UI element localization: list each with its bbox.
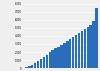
Bar bbox=[69, 39, 72, 68]
Bar bbox=[54, 48, 57, 68]
Bar bbox=[57, 47, 60, 68]
Bar bbox=[34, 63, 36, 68]
Bar bbox=[28, 66, 31, 68]
Bar bbox=[66, 41, 69, 68]
Bar bbox=[72, 37, 74, 68]
Bar bbox=[52, 50, 54, 68]
Bar bbox=[89, 25, 92, 68]
Bar bbox=[81, 31, 83, 68]
Bar bbox=[95, 8, 98, 68]
Bar bbox=[78, 33, 80, 68]
Bar bbox=[92, 21, 95, 68]
Bar bbox=[48, 52, 51, 68]
Bar bbox=[75, 35, 77, 68]
Bar bbox=[25, 67, 28, 68]
Bar bbox=[40, 59, 42, 68]
Bar bbox=[60, 45, 63, 68]
Bar bbox=[63, 43, 66, 68]
Bar bbox=[43, 57, 45, 68]
Bar bbox=[84, 29, 86, 68]
Bar bbox=[46, 55, 48, 68]
Bar bbox=[86, 27, 89, 68]
Bar bbox=[31, 65, 34, 68]
Bar bbox=[37, 61, 39, 68]
